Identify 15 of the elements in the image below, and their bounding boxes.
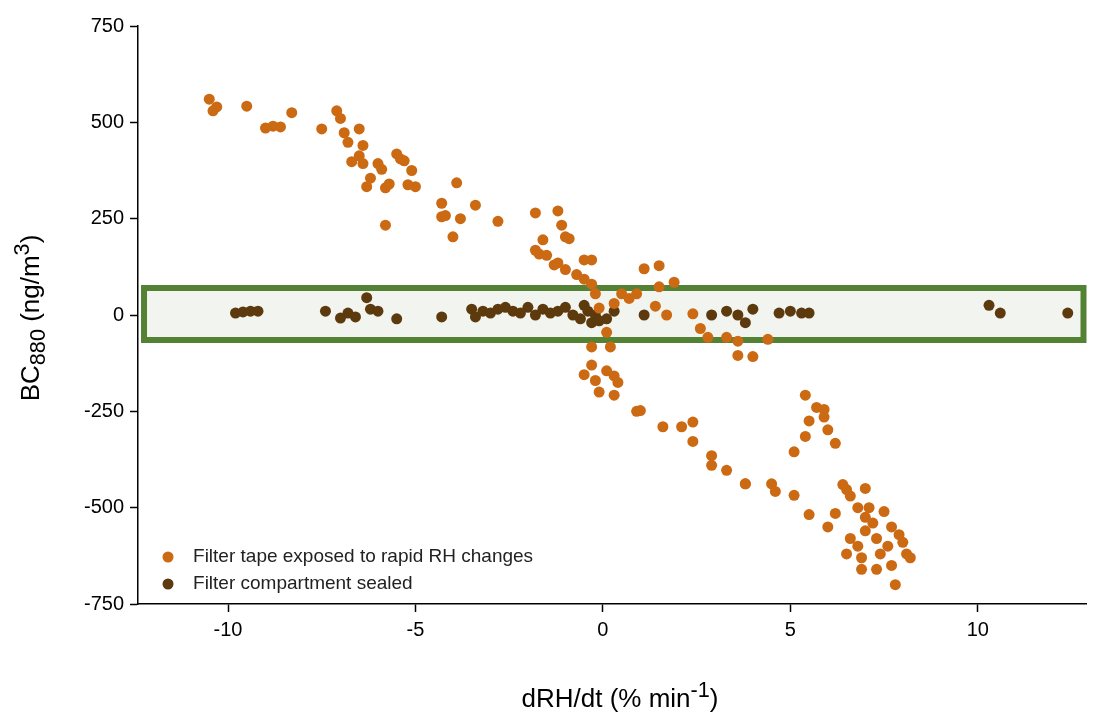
y-tick-label: 750 xyxy=(90,13,125,36)
y-tick-label: 250 xyxy=(90,206,125,229)
x-tick-label: 0 xyxy=(597,617,609,640)
x-axis-title: dRH/dt (% min$^{-1}$) xyxy=(520,677,720,714)
y-tick-label: -750 xyxy=(84,591,125,614)
x-tick-label: 5 xyxy=(784,617,796,640)
legend-label: Filter compartment sealed xyxy=(193,572,413,594)
legend-label: Filter tape exposed to rapid RH changes xyxy=(193,545,534,567)
y-tick-label: -500 xyxy=(84,495,125,518)
y-tick-label: 500 xyxy=(90,109,125,132)
y-tick-label: -250 xyxy=(84,398,125,421)
x-tick-label: 10 xyxy=(966,617,989,640)
y-tick-label: 0 xyxy=(112,302,125,325)
x-tick-label: -5 xyxy=(406,617,425,640)
x-tick-label: -10 xyxy=(213,617,243,640)
